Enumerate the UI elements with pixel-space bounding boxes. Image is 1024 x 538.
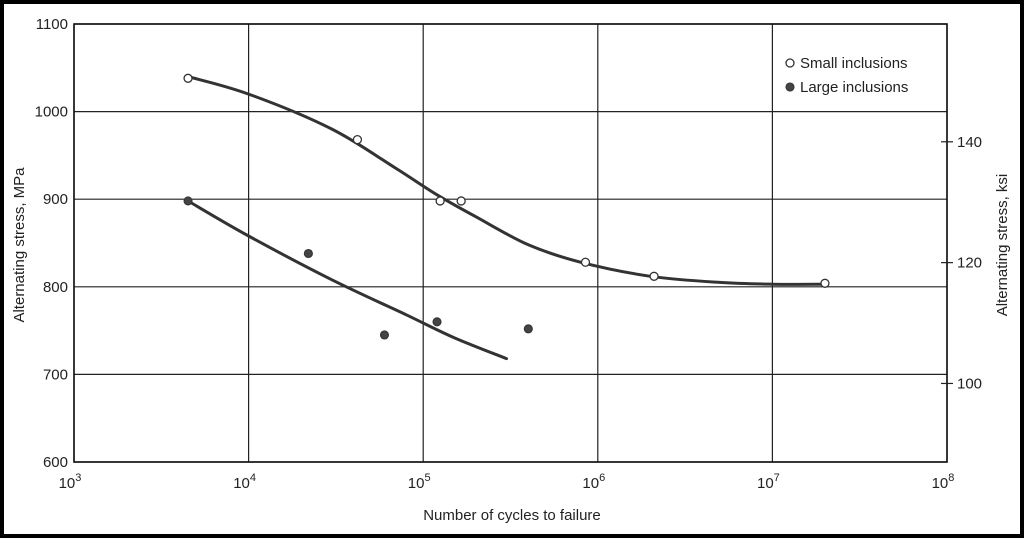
point-series-1-2: [379, 330, 390, 340]
y2-tick-label-2: 140: [957, 134, 982, 151]
point-series-0-0: [183, 73, 193, 83]
x-tick-label-4: 107: [757, 472, 780, 492]
x-tick-label-3: 106: [582, 472, 605, 492]
tick-labels: 100 120 140 600 700 800 900 1000 1100 103 104 105 10…: [35, 16, 982, 492]
legend-marker-large-inclusions: [785, 82, 795, 92]
plot-border: [73, 23, 948, 463]
y2-tick-label-1: 120: [957, 255, 982, 272]
x-axis-title: Number of cycles to failure: [423, 507, 601, 524]
point-series-1-4: [523, 324, 533, 334]
y2-axis-title: Alternating stress, ksi: [994, 174, 1011, 317]
legend-marker-small-inclusions: [785, 58, 795, 68]
point-series-0-1: [352, 134, 363, 145]
point-series-1-1: [303, 248, 313, 259]
fit-curves: [186, 75, 827, 361]
point-series-0-3: [456, 196, 466, 206]
fit-curve-series-1: [186, 199, 508, 361]
legend-label-small-inclusions: Small inclusions: [800, 55, 908, 72]
data-points: [183, 73, 830, 340]
point-series-0-6: [820, 278, 830, 288]
axes: [73, 23, 953, 463]
y-tick-label-3: 900: [43, 191, 68, 208]
y-tick-label-2: 800: [43, 279, 68, 296]
y-tick-label-4: 1000: [35, 104, 68, 121]
y-tick-label-0: 600: [43, 454, 68, 471]
y2-tick-label-0: 100: [957, 375, 982, 392]
point-series-0-4: [580, 257, 591, 267]
x-tick-label-0: 103: [59, 472, 82, 492]
x-tick-label-1: 104: [233, 472, 256, 492]
x-tick-label-2: 105: [408, 472, 431, 492]
y-tick-label-5: 1100: [36, 16, 68, 33]
legend: Small inclusions Large inclusions: [785, 55, 908, 96]
legend-label-large-inclusions: Large inclusions: [800, 79, 908, 96]
point-series-0-2: [435, 196, 445, 206]
y-axis-title: Alternating stress, MPa: [11, 167, 28, 323]
point-series-1-3: [432, 317, 442, 327]
x-tick-label-5: 108: [932, 472, 955, 492]
fit-curve-series-0: [186, 75, 827, 286]
y-tick-label-1: 700: [43, 366, 68, 383]
point-series-0-5: [649, 271, 659, 281]
point-series-1-0: [183, 196, 193, 206]
